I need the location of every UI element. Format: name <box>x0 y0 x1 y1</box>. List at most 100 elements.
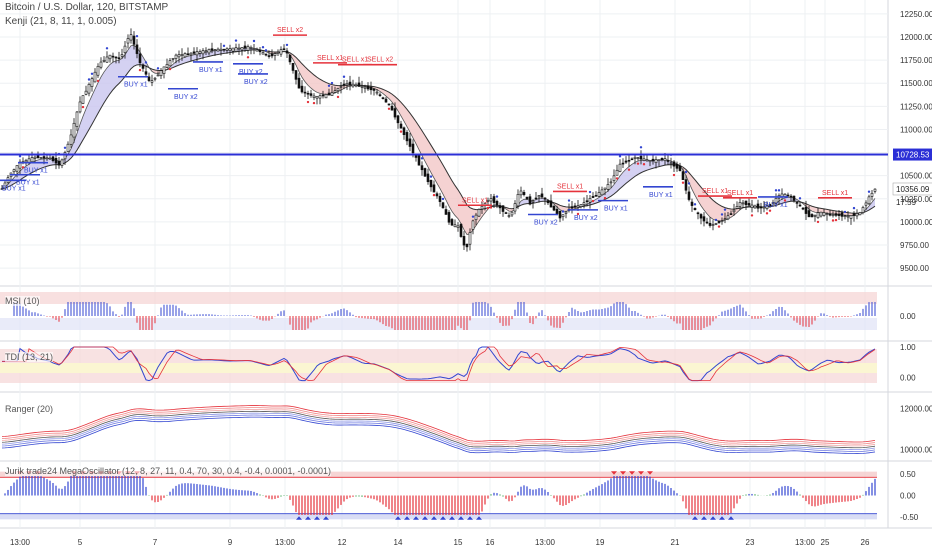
signal-dot <box>306 100 310 104</box>
candle-body <box>564 211 568 214</box>
level-price-box <box>893 148 932 161</box>
candle-body <box>204 50 208 53</box>
candle-body <box>384 98 388 103</box>
ma-band-segment <box>95 82 98 119</box>
candle-body <box>402 127 406 135</box>
candle-body <box>93 71 97 83</box>
candle-body <box>633 156 637 159</box>
ma-band-segment <box>38 159 41 170</box>
signal-dot <box>87 78 91 81</box>
candle-body <box>762 206 766 209</box>
sell-label: SELL x1 <box>702 188 728 195</box>
ma-band-segment <box>191 54 194 62</box>
mega-buy-arrow <box>449 516 455 520</box>
time-tick-label: 13:00 <box>10 538 31 547</box>
signal-dot <box>81 105 85 109</box>
ma-band-segment <box>464 199 467 235</box>
mega-tick-label: 0.00 <box>900 492 916 501</box>
candle-body <box>354 84 358 87</box>
candle-body <box>186 53 190 56</box>
time-tick-label: 13:00 <box>275 538 296 547</box>
candle-body <box>822 212 826 216</box>
ma-band-segment <box>101 72 104 108</box>
ma-band-segment <box>779 199 782 205</box>
signal-dot <box>714 218 718 222</box>
time-tick-label: 9 <box>228 538 233 547</box>
candle-body <box>618 163 622 172</box>
candle-body <box>738 202 742 207</box>
candle-body <box>420 165 424 171</box>
ma-band-segment <box>434 150 437 184</box>
candle-body <box>648 160 652 163</box>
candle-body <box>492 196 496 203</box>
signal-dot <box>627 168 631 171</box>
ranger-band-line <box>1 409 876 447</box>
candle-body <box>699 214 703 219</box>
ma-band-segment <box>305 66 308 86</box>
signal-dot <box>768 209 772 212</box>
mega-buy-arrow <box>314 516 320 520</box>
signal-dot <box>399 130 403 133</box>
candle-body <box>240 47 244 51</box>
candle-body <box>708 222 712 226</box>
signal-dot <box>246 56 250 59</box>
signal-dot <box>576 212 580 216</box>
ranger-tick-label: 10000.00 <box>900 446 932 455</box>
ma-band-segment <box>629 164 632 181</box>
mega-buy-arrow <box>719 516 725 520</box>
current-price-label: 10356.09 <box>896 185 930 194</box>
candle-body <box>795 202 799 204</box>
buy-label: BUY x1 <box>124 82 148 89</box>
time-tick-label: 19 <box>596 538 605 547</box>
time-axis: 13:00 5 7 9 13:00 12 14 15 16 13:00 19 21 23 13:00 25 2… <box>10 538 870 547</box>
candle-body <box>798 204 802 207</box>
signal-dot <box>783 199 787 202</box>
ma-band-segment <box>119 58 122 84</box>
candle-body <box>855 213 859 217</box>
candle-body <box>117 57 121 60</box>
candle-body <box>816 212 820 219</box>
candle-body <box>75 111 79 127</box>
signal-dot <box>765 212 769 215</box>
candle-body <box>72 122 76 138</box>
candle-body <box>495 200 499 206</box>
candle-body <box>807 210 811 218</box>
candle-body <box>315 95 319 99</box>
signal-dot <box>138 68 142 72</box>
candle-body <box>684 179 688 191</box>
signal-dot <box>774 189 778 192</box>
candle-body <box>60 159 64 166</box>
price-tick-label: 9750.00 <box>900 241 929 250</box>
ma-band-segment <box>74 133 77 155</box>
mega-tick-label: -0.50 <box>900 513 919 522</box>
ma-band-segment <box>320 79 323 95</box>
ma-band-segment <box>647 160 650 171</box>
ma-band-segment <box>719 204 722 221</box>
candle-body <box>405 132 409 142</box>
signal-dot <box>168 67 172 71</box>
candle-body <box>834 213 838 216</box>
candle-body <box>87 84 91 94</box>
candle-body <box>132 35 136 45</box>
candle-body <box>819 211 823 217</box>
candle-body <box>348 81 352 85</box>
candle-body <box>342 83 346 86</box>
ma-band-segment <box>326 82 329 95</box>
candle-body <box>375 91 379 94</box>
price-tick-label: 11500.00 <box>900 79 932 88</box>
signal-dot <box>441 197 445 201</box>
candle-body <box>255 49 259 52</box>
candle-body <box>444 209 448 215</box>
sell-label: SELL x1 <box>557 183 583 190</box>
mega-buy-arrow <box>305 516 311 520</box>
candle-body <box>867 196 871 205</box>
candle-body <box>852 213 856 216</box>
ma-band-segment <box>311 72 314 91</box>
candle-body <box>150 80 154 83</box>
candle-body <box>474 214 478 221</box>
msi-upper-zone <box>0 292 877 304</box>
candle-body <box>741 202 745 205</box>
candle-body <box>486 200 490 202</box>
ma-band-segment <box>635 161 638 177</box>
ma-band-segment <box>659 159 662 167</box>
